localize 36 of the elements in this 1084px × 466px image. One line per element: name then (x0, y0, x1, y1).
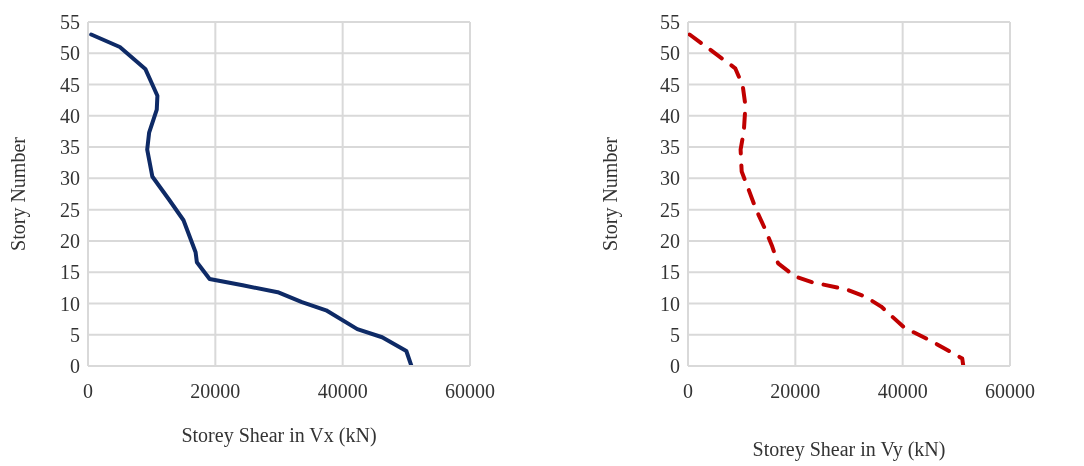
y-axis-title: Story Number (7, 136, 31, 251)
x-tick-label: 60000 (985, 380, 1035, 403)
y-tick-label: 0 (670, 355, 680, 378)
x-tick-label: 60000 (445, 380, 495, 403)
y-tick-label: 15 (660, 261, 680, 284)
y-tick-label: 40 (60, 104, 80, 127)
y-tick-label: 20 (660, 230, 680, 253)
y-tick-label: 25 (60, 198, 80, 221)
y-tick-label: 10 (60, 292, 80, 315)
y-tick-label: 5 (70, 323, 80, 346)
y-axis-title: Story Number (599, 136, 623, 251)
x-tick-label: 20000 (770, 380, 821, 403)
y-tick-label: 0 (70, 355, 80, 378)
y-tick-label: 20 (60, 230, 80, 253)
x-axis-title: Storey Shear in Vx (kN) (181, 424, 377, 448)
x-tick-label: 40000 (877, 380, 928, 403)
x-tick-label: 40000 (317, 380, 368, 403)
line-series (89, 32, 414, 366)
y-tick-label: 50 (60, 42, 80, 65)
y-tick-label: 25 (660, 198, 680, 221)
y-tick-label: 45 (60, 73, 80, 96)
y-tick-label: 30 (60, 167, 80, 190)
x-tick-label: 20000 (190, 380, 241, 403)
y-tick-label: 10 (660, 292, 680, 315)
y-tick-label: 55 (660, 11, 680, 34)
y-tick-label: 35 (660, 136, 680, 159)
y-tick-label: 30 (660, 167, 680, 190)
y-tick-label: 35 (60, 136, 80, 159)
line-series (688, 32, 966, 366)
y-tick-label: 45 (660, 73, 680, 96)
y-tick-label: 40 (660, 104, 680, 127)
x-axis-title: Storey Shear in Vy (kN) (752, 438, 946, 462)
y-tick-label: 5 (670, 323, 680, 346)
y-tick-label: 55 (60, 11, 80, 34)
y-tick-label: 15 (60, 261, 80, 284)
y-tick-label: 50 (660, 42, 680, 65)
